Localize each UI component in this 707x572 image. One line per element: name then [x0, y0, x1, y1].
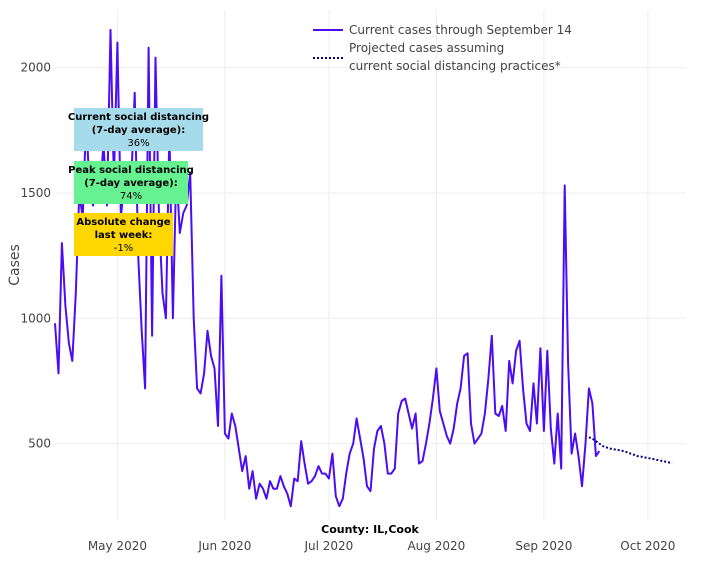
- y-tick-label: 2000: [20, 61, 51, 75]
- y-tick-label: 1000: [20, 311, 51, 325]
- x-tick-label: Oct 2020: [620, 539, 675, 553]
- annotation-text: Absolute change last week: -1%: [76, 217, 170, 254]
- annotation-box: Peak social distancing (7-day average): 74…: [68, 161, 194, 204]
- x-tick-label: Jun 2020: [197, 539, 251, 553]
- annotation-text: Current social distancing (7-day average)…: [68, 112, 209, 149]
- annotation-text: Peak social distancing (7-day average): 74…: [68, 165, 194, 202]
- annotation-box: Current social distancing (7-day average)…: [68, 108, 209, 151]
- x-axis: May 2020 Jun 2020 Jul 2020 Aug 2020 Sep 2020…: [88, 539, 676, 553]
- x-tick-label: Sep 2020: [515, 539, 572, 553]
- current-cases-line: [54, 29, 601, 508]
- county-footer: County: IL,Cook: [321, 523, 419, 536]
- y-axis: 500 1000 1500 2000: [20, 61, 51, 451]
- annotation-background: [74, 108, 203, 151]
- projected-cases-line: [588, 436, 673, 465]
- x-tick-label: Jul 2020: [303, 539, 353, 553]
- annotations: Current social distancing (7-day average)…: [68, 108, 209, 256]
- series-layer: [54, 29, 673, 508]
- grid: [55, 10, 686, 520]
- annotation-background: [74, 161, 188, 204]
- annotation-box: Absolute change last week: -1%: [74, 213, 173, 256]
- legend-label-projected: Projected cases assuming current social d…: [349, 41, 561, 73]
- legend-label-current: Current cases through September 14: [349, 23, 572, 37]
- x-tick-label: Aug 2020: [407, 539, 465, 553]
- legend: Current cases through September 14 Projec…: [313, 23, 572, 73]
- annotation-background: [74, 213, 173, 256]
- x-tick-label: May 2020: [88, 539, 147, 553]
- y-axis-title: Cases: [7, 244, 23, 286]
- y-tick-label: 1500: [20, 186, 51, 200]
- y-tick-label: 500: [28, 437, 51, 451]
